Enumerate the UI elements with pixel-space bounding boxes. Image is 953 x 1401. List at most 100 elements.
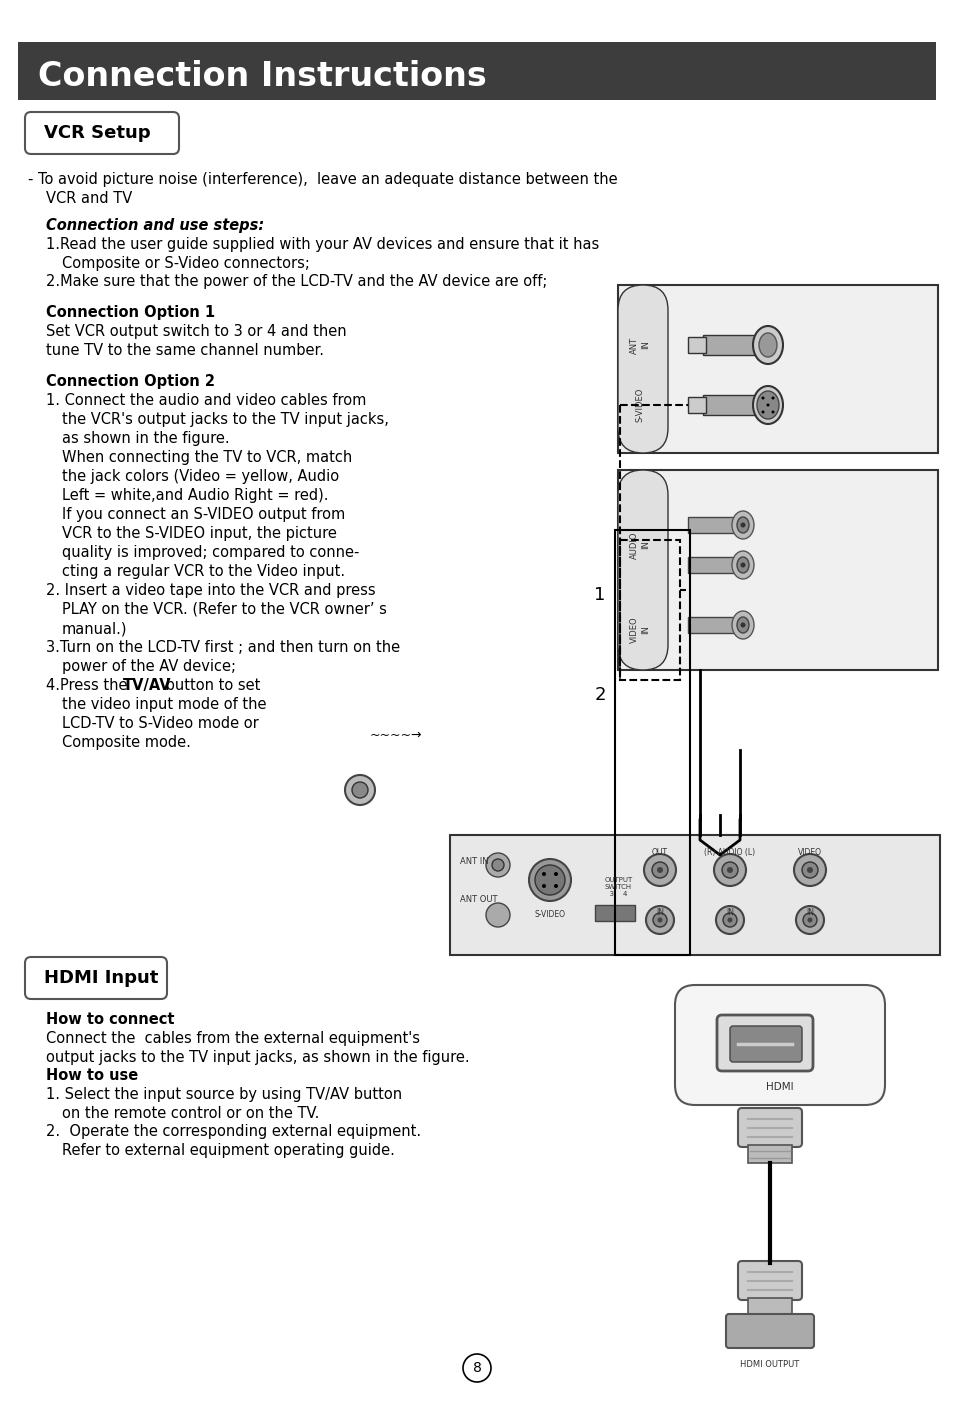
Text: How to connect: How to connect xyxy=(46,1012,174,1027)
Text: If you connect an S-VIDEO output from: If you connect an S-VIDEO output from xyxy=(62,507,345,523)
Ellipse shape xyxy=(802,913,816,927)
Text: ANT OUT: ANT OUT xyxy=(459,895,497,904)
Text: 3.Turn on the LCD-TV first ; and then turn on the: 3.Turn on the LCD-TV first ; and then tu… xyxy=(46,640,399,656)
Ellipse shape xyxy=(759,333,776,357)
FancyBboxPatch shape xyxy=(725,1314,813,1348)
Ellipse shape xyxy=(740,622,744,628)
Text: button to set: button to set xyxy=(161,678,260,693)
Text: 1. Select the input source by using TV/AV button: 1. Select the input source by using TV/A… xyxy=(46,1087,402,1103)
Text: output jacks to the TV input jacks, as shown in the figure.: output jacks to the TV input jacks, as s… xyxy=(46,1049,469,1065)
Bar xyxy=(618,469,937,670)
Ellipse shape xyxy=(721,862,738,878)
Ellipse shape xyxy=(657,867,662,873)
Text: power of the AV device;: power of the AV device; xyxy=(62,658,235,674)
Ellipse shape xyxy=(529,859,571,901)
Ellipse shape xyxy=(554,884,558,888)
FancyBboxPatch shape xyxy=(25,112,179,154)
Text: HDMI Input: HDMI Input xyxy=(44,969,158,986)
Ellipse shape xyxy=(716,906,743,934)
Text: ANT
IN: ANT IN xyxy=(630,336,649,353)
Bar xyxy=(702,335,762,354)
Ellipse shape xyxy=(535,864,564,895)
Bar xyxy=(18,42,935,99)
Text: the VCR's output jacks to the TV input jacks,: the VCR's output jacks to the TV input j… xyxy=(62,412,389,427)
Ellipse shape xyxy=(737,558,748,573)
Bar xyxy=(687,396,705,413)
Text: HDMI OUTPUT: HDMI OUTPUT xyxy=(740,1360,799,1369)
Text: S-VIDEO: S-VIDEO xyxy=(534,911,565,919)
Text: Composite or S-Video connectors;: Composite or S-Video connectors; xyxy=(62,256,310,270)
Circle shape xyxy=(462,1353,491,1381)
Ellipse shape xyxy=(793,855,825,885)
Text: IN: IN xyxy=(725,908,733,918)
Text: HDMI: HDMI xyxy=(765,1082,793,1091)
FancyBboxPatch shape xyxy=(738,1108,801,1147)
Ellipse shape xyxy=(541,871,545,876)
Ellipse shape xyxy=(652,913,666,927)
Bar xyxy=(687,558,738,573)
Ellipse shape xyxy=(713,855,745,885)
Text: When connecting the TV to VCR, match: When connecting the TV to VCR, match xyxy=(62,450,352,465)
Text: (R) AUDIO (L): (R) AUDIO (L) xyxy=(703,848,755,857)
Ellipse shape xyxy=(752,326,782,364)
Ellipse shape xyxy=(731,611,753,639)
Ellipse shape xyxy=(771,396,774,399)
Text: Refer to external equipment operating guide.: Refer to external equipment operating gu… xyxy=(62,1143,395,1159)
Text: the jack colors (Video = yellow, Audio: the jack colors (Video = yellow, Audio xyxy=(62,469,338,483)
Ellipse shape xyxy=(645,906,673,934)
Ellipse shape xyxy=(727,918,732,922)
Text: AUDIO
IN: AUDIO IN xyxy=(630,531,649,559)
FancyBboxPatch shape xyxy=(717,1014,812,1070)
Ellipse shape xyxy=(795,906,823,934)
Bar xyxy=(619,539,679,679)
Text: IN: IN xyxy=(805,908,813,918)
Ellipse shape xyxy=(643,855,676,885)
Ellipse shape xyxy=(740,523,744,528)
Text: 4.Press the: 4.Press the xyxy=(46,678,132,693)
Text: cting a regular VCR to the Video input.: cting a regular VCR to the Video input. xyxy=(62,565,345,579)
Text: VIDEO: VIDEO xyxy=(797,848,821,857)
Ellipse shape xyxy=(760,396,763,399)
Ellipse shape xyxy=(345,775,375,806)
Bar xyxy=(747,1145,791,1163)
FancyBboxPatch shape xyxy=(618,284,667,453)
Bar xyxy=(702,395,762,415)
Ellipse shape xyxy=(541,884,545,888)
Bar xyxy=(747,1297,791,1316)
Text: PLAY on the VCR. (Refer to the VCR owner’ s: PLAY on the VCR. (Refer to the VCR owner… xyxy=(62,602,387,616)
Ellipse shape xyxy=(731,511,753,539)
Text: VCR to the S-VIDEO input, the picture: VCR to the S-VIDEO input, the picture xyxy=(62,525,336,541)
Text: Connection Option 2: Connection Option 2 xyxy=(46,374,214,389)
Ellipse shape xyxy=(740,562,744,567)
Text: TV/AV: TV/AV xyxy=(123,678,172,693)
Bar xyxy=(595,905,635,920)
Text: Connection and use steps:: Connection and use steps: xyxy=(46,219,264,233)
Text: ANT IN: ANT IN xyxy=(459,857,488,866)
Text: Composite mode.: Composite mode. xyxy=(62,736,191,750)
Text: Connect the  cables from the external equipment's: Connect the cables from the external equ… xyxy=(46,1031,419,1047)
Ellipse shape xyxy=(771,410,774,413)
Ellipse shape xyxy=(801,862,817,878)
Ellipse shape xyxy=(737,517,748,532)
Ellipse shape xyxy=(731,551,753,579)
Bar xyxy=(687,517,738,532)
Bar xyxy=(687,616,738,633)
Text: How to use: How to use xyxy=(46,1068,138,1083)
Text: IN: IN xyxy=(656,908,663,918)
FancyBboxPatch shape xyxy=(25,957,167,999)
Ellipse shape xyxy=(657,918,661,922)
Ellipse shape xyxy=(757,391,779,419)
Ellipse shape xyxy=(737,616,748,633)
Text: 1: 1 xyxy=(594,586,605,604)
Text: 8: 8 xyxy=(472,1360,481,1374)
Ellipse shape xyxy=(765,403,769,406)
Ellipse shape xyxy=(485,904,510,927)
Text: VCR Setup: VCR Setup xyxy=(44,125,151,142)
Text: OUTPUT
SWITCH
  3    4: OUTPUT SWITCH 3 4 xyxy=(604,877,633,897)
Text: OUT: OUT xyxy=(651,848,667,857)
Text: VCR and TV: VCR and TV xyxy=(46,191,132,206)
Bar xyxy=(687,338,705,353)
Ellipse shape xyxy=(485,853,510,877)
Ellipse shape xyxy=(806,918,812,922)
Ellipse shape xyxy=(760,410,763,413)
